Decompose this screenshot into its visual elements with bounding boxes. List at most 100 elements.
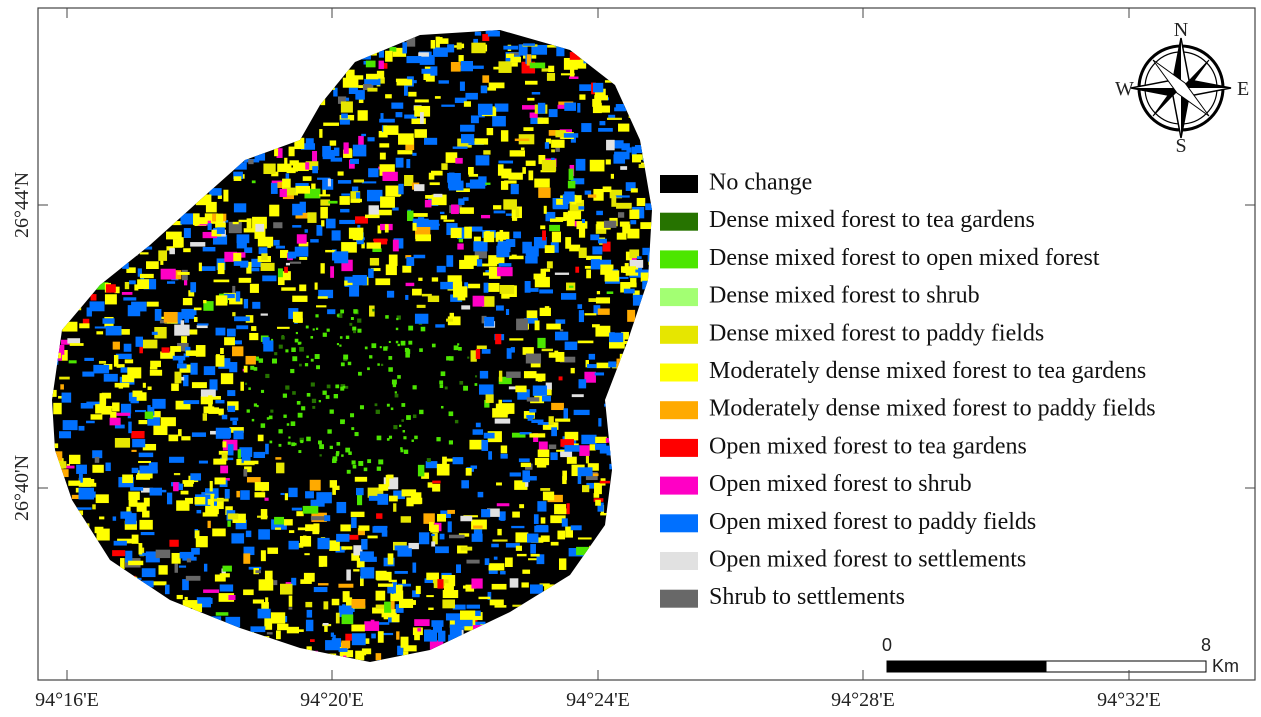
change-patch	[190, 309, 197, 316]
change-patch	[120, 403, 132, 414]
change-patch	[307, 212, 317, 223]
change-patch	[178, 357, 184, 364]
change-patch	[420, 326, 426, 332]
change-patch	[180, 490, 189, 495]
change-patch	[260, 313, 268, 316]
change-patch	[309, 479, 321, 491]
change-patch	[296, 400, 301, 405]
change-patch	[160, 258, 164, 265]
change-patch	[350, 158, 359, 164]
change-patch	[351, 553, 360, 561]
change-patch	[182, 579, 189, 591]
scale-segment	[1045, 660, 1207, 673]
change-patch	[498, 61, 512, 73]
change-patch	[595, 297, 611, 304]
change-patch	[224, 293, 235, 299]
change-patch	[299, 257, 308, 260]
change-patch	[349, 322, 353, 326]
change-patch	[330, 266, 335, 278]
change-patch	[203, 597, 213, 604]
change-patch	[575, 266, 580, 273]
change-patch	[194, 496, 206, 505]
change-patch	[279, 188, 287, 198]
change-patch	[424, 219, 439, 230]
change-patch	[319, 454, 322, 457]
change-patch	[216, 227, 225, 234]
change-patch	[584, 313, 597, 316]
legend-label: Open mixed forest to paddy fields	[709, 509, 1036, 535]
change-patch	[378, 60, 384, 69]
change-patch	[323, 601, 329, 610]
change-patch	[509, 150, 526, 157]
change-patch	[324, 515, 331, 522]
change-patch	[621, 331, 629, 340]
change-patch	[257, 236, 274, 247]
change-patch	[105, 462, 111, 472]
change-patch	[569, 195, 582, 203]
x-label: 94°24'E	[566, 689, 630, 711]
change-patch	[258, 247, 268, 255]
change-patch	[93, 364, 110, 374]
change-patch	[275, 245, 286, 249]
change-patch	[600, 512, 609, 516]
change-patch	[245, 355, 256, 365]
change-patch	[319, 444, 325, 450]
change-patch	[496, 305, 504, 311]
change-patch	[265, 443, 269, 455]
change-patch	[437, 579, 444, 589]
change-patch	[534, 276, 550, 288]
change-patch	[188, 290, 195, 297]
change-patch	[421, 68, 433, 74]
change-patch	[517, 389, 530, 400]
change-patch	[505, 239, 516, 247]
change-patch	[431, 541, 436, 547]
change-patch	[154, 326, 167, 339]
change-patch	[448, 180, 464, 191]
change-patch	[530, 553, 540, 557]
change-patch	[471, 42, 486, 54]
change-patch	[239, 447, 253, 457]
change-patch	[482, 296, 495, 307]
change-patch	[151, 331, 158, 335]
change-patch	[304, 229, 308, 233]
change-patch	[396, 79, 413, 86]
change-patch	[458, 237, 463, 243]
change-patch	[318, 400, 321, 403]
change-patch	[176, 500, 190, 511]
change-patch	[379, 152, 386, 160]
change-patch	[336, 314, 340, 317]
change-patch	[586, 482, 600, 489]
change-patch	[112, 516, 117, 521]
change-patch	[255, 570, 261, 574]
change-patch	[277, 181, 286, 188]
change-patch	[383, 125, 399, 135]
change-patch	[345, 335, 350, 340]
change-patch	[190, 362, 198, 375]
change-patch	[458, 346, 462, 351]
change-patch	[269, 204, 280, 217]
x-label: 94°20'E	[300, 689, 364, 711]
change-patch	[616, 358, 621, 371]
change-patch	[336, 442, 341, 446]
change-patch	[446, 318, 454, 322]
change-patch	[146, 261, 159, 270]
change-patch	[376, 571, 392, 581]
change-patch	[135, 409, 146, 413]
change-patch	[386, 290, 395, 298]
change-patch	[475, 348, 481, 359]
change-patch	[440, 405, 444, 409]
change-patch	[241, 453, 251, 464]
change-patch	[476, 259, 483, 267]
change-patch	[255, 223, 265, 232]
change-patch	[516, 318, 528, 331]
change-patch	[538, 441, 548, 454]
change-patch	[512, 511, 520, 518]
change-patch	[336, 533, 350, 542]
legend-swatch	[660, 401, 698, 420]
change-patch	[371, 633, 376, 639]
change-patch	[616, 232, 627, 240]
change-patch	[543, 205, 547, 214]
change-patch	[290, 421, 296, 426]
change-patch	[235, 291, 241, 302]
change-patch	[191, 382, 207, 389]
